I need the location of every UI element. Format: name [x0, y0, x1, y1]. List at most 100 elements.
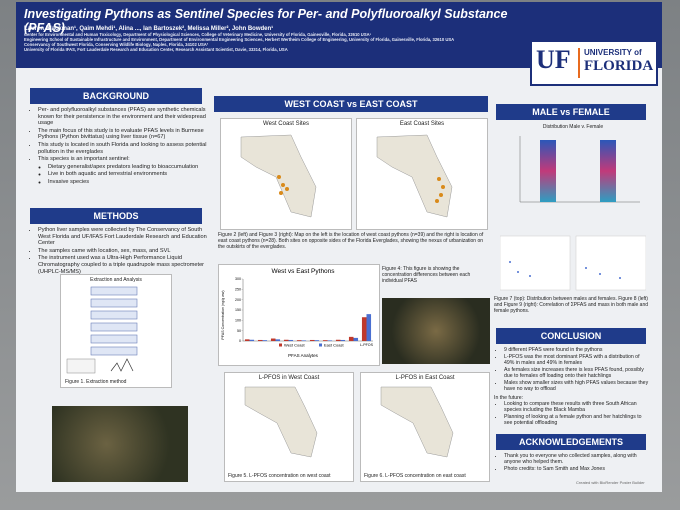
bar — [296, 340, 302, 341]
poster-title: Investigating Pythons as Sentinel Specie… — [24, 7, 508, 35]
bar — [353, 337, 359, 341]
section-heading: WEST COAST vs EAST COAST — [214, 96, 488, 112]
figure-caption: Figure 7 (top): Distribution between mal… — [494, 296, 649, 314]
list-item: University of Florida IFAS, Fort Lauderd… — [24, 47, 288, 52]
bar — [249, 339, 255, 341]
future-list: Looking to compare these results with th… — [494, 401, 650, 426]
list-item: Invasive species — [48, 179, 208, 186]
list-item: Python liver samples were collected by T… — [38, 227, 208, 247]
list-item: L-PFOS was the most dominant PFAS with a… — [504, 354, 650, 366]
figure-caption: Figure 6. L-PFOS concentration on east c… — [364, 473, 466, 479]
list-item: Live in both aquatic and terrestrial env… — [48, 171, 208, 178]
conclusion-text: 9 different PFAS were found in the pytho… — [494, 347, 650, 427]
chart-title: West vs East Pythons — [271, 268, 335, 275]
affiliations: Center for Environmental and Human Toxic… — [24, 32, 534, 52]
section-heading: BACKGROUND — [30, 88, 202, 104]
map-title: East Coast Sites — [399, 121, 445, 127]
flow-step — [90, 322, 138, 332]
figure-caption: Figure 1. Extraction method — [65, 379, 127, 385]
y-axis-label: PFAS Concentration (ng/g ww) — [221, 290, 225, 339]
list-item: Engineering School of Sustainable Infras… — [24, 37, 455, 42]
x-axis-label: PFAS Analytes — [288, 353, 319, 358]
logo-name-bottom: FLORIDA — [584, 58, 654, 74]
chart-panel: West vs East Pythons PFAS Analytes PFAS … — [218, 264, 380, 366]
list-item: 9 different PFAS were found in the pytho… — [504, 347, 650, 353]
bar — [283, 339, 289, 341]
map-panel: West Coast Sites — [220, 118, 352, 230]
background-list: Per- and polyfluoroalkyl substances (PFA… — [28, 107, 208, 163]
flow-step — [90, 286, 138, 296]
sex-chart: Distribution Male v. Female — [500, 124, 646, 224]
background-text: Per- and polyfluoroalkyl substances (PFA… — [28, 107, 208, 187]
list-item: Per- and polyfluoroalkyl substances (PFA… — [38, 107, 208, 127]
logo-name-top: UNIVERSITY of — [584, 48, 642, 57]
scatter-plots — [500, 235, 646, 291]
footer: Created with BioRender Poster Builder — [576, 480, 645, 485]
flow-step — [90, 346, 138, 356]
bar-chart: West vs East Pythons PFAS Analytes PFAS … — [221, 268, 374, 358]
legend-swatch — [319, 343, 322, 347]
bar — [244, 339, 250, 341]
logo-divider — [578, 48, 580, 78]
bar — [314, 340, 320, 341]
list-item: Dietary generalist/apex predators leadin… — [48, 164, 208, 171]
bar — [275, 339, 281, 341]
figure-title: Extraction and Analysis — [90, 277, 142, 283]
bar — [262, 340, 268, 341]
flow-step — [90, 334, 138, 344]
section-heading: METHODS — [30, 208, 202, 224]
list-item: As females size increases there is less … — [504, 367, 650, 379]
method-figure: Extraction and Analysis Figure 1. Extrac… — [60, 274, 172, 388]
bar — [335, 339, 341, 341]
bar — [309, 339, 315, 341]
y-tick-label: 150 — [235, 308, 241, 312]
list-item: Planning of looking at a female python a… — [504, 414, 650, 426]
map — [244, 386, 318, 458]
legend-label: East Coast — [324, 342, 344, 347]
uf-logo: UF UNIVERSITY of FLORIDA — [530, 40, 658, 86]
list-item: Conservancy of Southwest Florida, Conser… — [24, 42, 209, 47]
map — [376, 134, 453, 218]
instrument-icon — [66, 358, 96, 374]
bar — [301, 340, 307, 341]
map-panel: L-PFOS in West Coast Figure 5. L-PFOS co… — [224, 372, 354, 482]
python-photo — [52, 406, 188, 482]
y-tick-label: 250 — [235, 288, 241, 292]
list-item: Center for Environmental and Human Toxic… — [24, 32, 372, 37]
list-item: The main focus of this study is to evalu… — [38, 128, 208, 141]
list-item: Males show smaller sizes with high PFAS … — [504, 380, 650, 392]
bar — [348, 336, 354, 341]
list-item: This species is an important sentinel: — [38, 156, 208, 163]
python-photo — [382, 298, 490, 364]
background-sublist: Dietary generalist/apex predators leadin… — [28, 164, 208, 186]
bar — [288, 339, 294, 341]
section-heading: ACKNOWLEDGEMENTS — [496, 434, 646, 450]
chart-title: Distribution Male v. Female — [542, 124, 604, 130]
x-tick-label: L-PFOS — [360, 343, 374, 347]
y-tick-label: 200 — [235, 298, 241, 302]
legend-label: West Coast — [284, 342, 305, 347]
flow-step — [90, 298, 138, 308]
acknowledgements-list: Thank you to everyone who collected samp… — [494, 453, 650, 472]
map-panel: L-PFOS in East Coast Figure 6. L-PFOS co… — [360, 372, 490, 482]
map-panel: East Coast Sites — [356, 118, 488, 230]
map-title: West Coast Sites — [263, 121, 309, 127]
bar — [327, 340, 333, 341]
peak-icon — [110, 358, 134, 372]
legend-swatch — [279, 343, 282, 347]
flow-step — [90, 310, 138, 320]
future-heading: In the future: — [494, 395, 524, 401]
flowchart — [66, 286, 138, 374]
y-tick-label: 300 — [235, 277, 241, 281]
map — [240, 134, 317, 218]
bar — [361, 317, 367, 341]
author-list: Lauren Blackman¹, Qaim Mehdi¹, Alina ...… — [24, 26, 274, 32]
bar — [340, 339, 346, 341]
list-item: Looking to compare these results with th… — [504, 401, 650, 413]
y-tick-label: 0 — [239, 339, 241, 343]
y-tick-label: 50 — [237, 329, 241, 333]
list-item: This study is located in south Florida a… — [38, 142, 208, 155]
methods-list: Python liver samples were collected by T… — [28, 227, 208, 275]
figure-caption: Figure 5. L-PFOS concentration on west c… — [228, 473, 331, 479]
